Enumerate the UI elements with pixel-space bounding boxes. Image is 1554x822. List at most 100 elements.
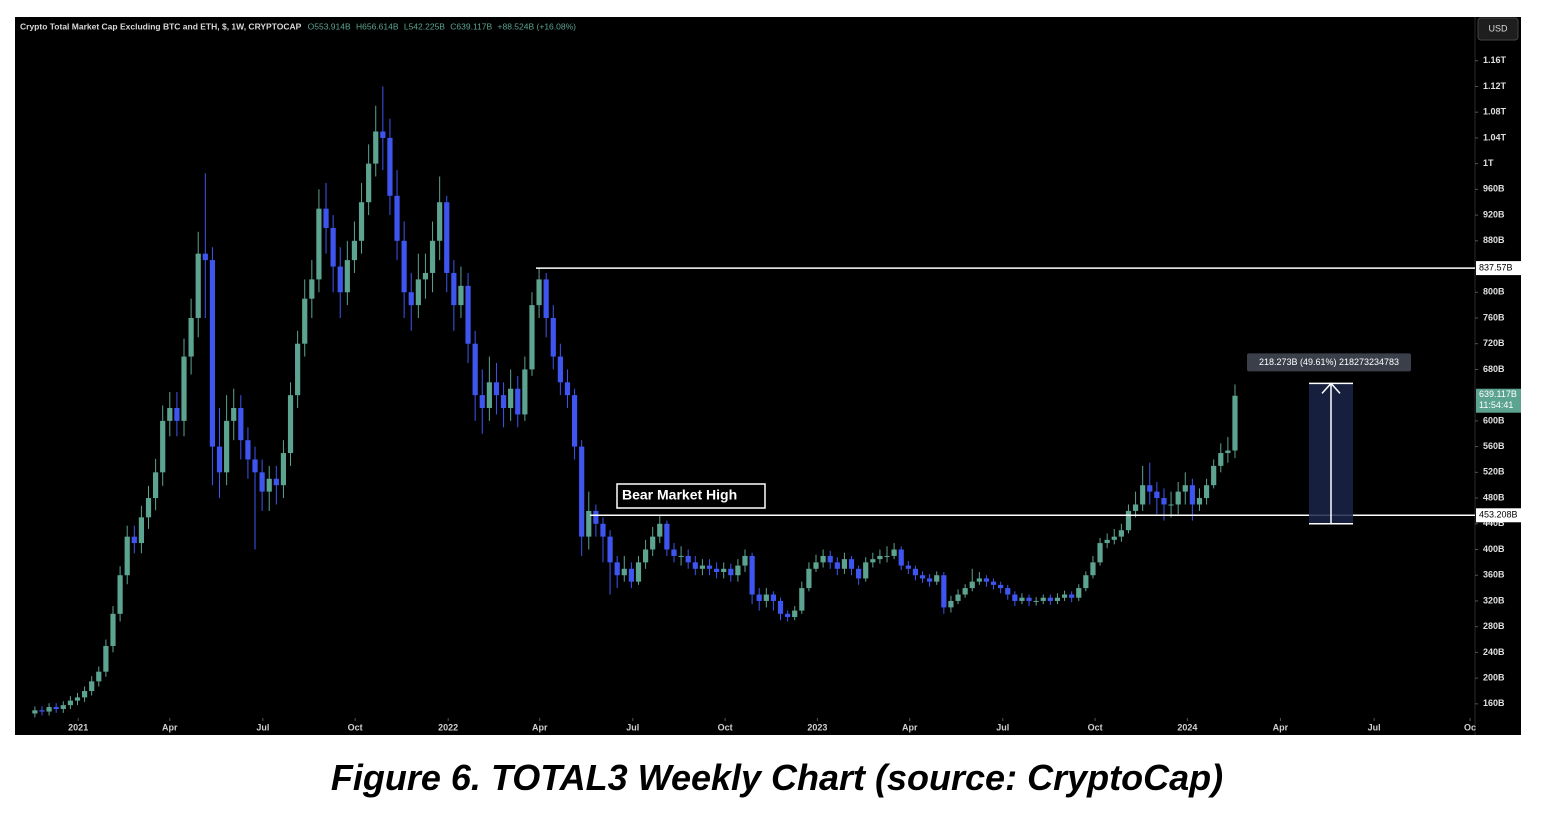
candle-body xyxy=(692,562,698,569)
candle-body xyxy=(422,272,429,280)
candle-body xyxy=(1054,597,1061,601)
measure-label: 218.273B (49.61%) 218273234783 xyxy=(1259,357,1399,367)
y-tick-label: 440B xyxy=(1483,518,1505,528)
candle-body xyxy=(145,498,152,518)
candle-body xyxy=(834,562,840,569)
candle-body xyxy=(912,568,919,576)
candle-body xyxy=(841,559,848,569)
chart: Crypto Total Market Cap Excluding BTC an… xyxy=(15,17,1521,735)
candle-body xyxy=(621,568,627,576)
y-tick-label: 600B xyxy=(1483,415,1505,425)
candle-body xyxy=(167,408,173,421)
candle-body xyxy=(863,562,869,579)
candle-body xyxy=(848,559,855,569)
candle-body xyxy=(280,453,287,486)
candle-body xyxy=(543,279,549,318)
candle-body xyxy=(671,549,677,556)
candle-body xyxy=(1104,539,1110,544)
candle-body xyxy=(763,594,769,601)
candle-body xyxy=(358,202,365,241)
candle-body xyxy=(983,578,990,582)
chart-title: Crypto Total Market Cap Excluding BTC an… xyxy=(20,21,302,31)
candle-body xyxy=(891,549,897,556)
candle-body xyxy=(1083,575,1089,589)
candle-body xyxy=(1196,498,1203,505)
candle-body xyxy=(486,382,492,409)
candle-body xyxy=(785,613,791,618)
candle-body xyxy=(401,240,407,293)
x-tick-label: 2023 xyxy=(807,722,827,732)
candle-body xyxy=(67,700,73,706)
y-tick-label: 920B xyxy=(1483,209,1505,219)
candle-body xyxy=(351,240,358,261)
candle-body xyxy=(138,517,145,544)
candle-body xyxy=(472,343,478,396)
x-tick-label: Oct xyxy=(718,722,733,732)
y-tick-label: 880B xyxy=(1483,235,1505,245)
candle-body xyxy=(1019,597,1025,601)
y-tick-label: 360B xyxy=(1483,570,1505,580)
candle-body xyxy=(1111,536,1117,540)
countdown-label: 11:54:41 xyxy=(1479,400,1513,410)
candle-body xyxy=(32,710,38,714)
currency-button[interactable] xyxy=(1477,17,1519,41)
candle-body xyxy=(955,594,961,601)
candle-body xyxy=(160,420,166,473)
annotation: Bear Market High xyxy=(622,487,737,503)
candle-body xyxy=(373,131,379,164)
candle-body xyxy=(273,478,279,486)
candle-body xyxy=(713,568,720,573)
candle-body xyxy=(174,408,180,421)
currency-label[interactable]: USD xyxy=(1488,23,1508,33)
candle-body xyxy=(1218,453,1224,466)
candle-body xyxy=(252,459,258,473)
candle-body xyxy=(657,523,663,537)
x-tick-label: 2021 xyxy=(68,722,88,732)
measure-label-box xyxy=(1247,353,1411,372)
chart-background xyxy=(15,17,1521,735)
candle-body xyxy=(706,565,713,569)
x-tick-label: Apr xyxy=(1273,722,1289,732)
ohlc-value: +88.524B (+16.08%) xyxy=(498,21,577,31)
candle-body xyxy=(479,395,485,409)
candle-body xyxy=(89,681,95,691)
candle-body xyxy=(1182,485,1188,492)
candle-body xyxy=(1061,594,1068,598)
candle-body xyxy=(295,343,301,396)
level-label: 453.208B xyxy=(1479,510,1518,520)
candle-body xyxy=(344,260,350,293)
candle-body xyxy=(678,555,684,557)
candle-body xyxy=(1225,450,1231,454)
candle-body xyxy=(813,562,819,569)
y-tick-label: 680B xyxy=(1483,364,1505,374)
y-tick-label: 480B xyxy=(1483,492,1505,502)
candle-body xyxy=(1147,485,1153,492)
candle-body xyxy=(870,559,876,563)
y-tick-label: 800B xyxy=(1483,287,1505,297)
candle-body xyxy=(46,707,52,712)
candle-body xyxy=(948,600,954,608)
candle-body xyxy=(962,588,968,595)
candle-body xyxy=(1168,504,1174,506)
candle-body xyxy=(330,227,336,267)
y-tick-label: 760B xyxy=(1483,312,1505,322)
candle-body xyxy=(1047,597,1053,601)
candle-body xyxy=(976,578,982,582)
level-label-box xyxy=(1476,261,1521,276)
candle-body xyxy=(721,568,727,573)
level-label-box xyxy=(1476,508,1521,523)
y-tick-label: 560B xyxy=(1483,441,1505,451)
candle-body xyxy=(245,440,251,460)
candle-body xyxy=(508,388,514,409)
y-tick-label: 400B xyxy=(1483,544,1505,554)
candle-body xyxy=(990,581,997,585)
candle-body xyxy=(74,697,81,701)
candle-body xyxy=(259,472,265,492)
candle-body xyxy=(614,562,620,576)
y-tick-label: 240B xyxy=(1483,647,1505,657)
candle-body xyxy=(394,195,400,241)
caption: Figure 6. TOTAL3 Weekly Chart (source: C… xyxy=(330,757,1224,798)
candle-body xyxy=(266,478,272,492)
candle-body xyxy=(564,382,571,396)
candle-body xyxy=(792,610,798,618)
